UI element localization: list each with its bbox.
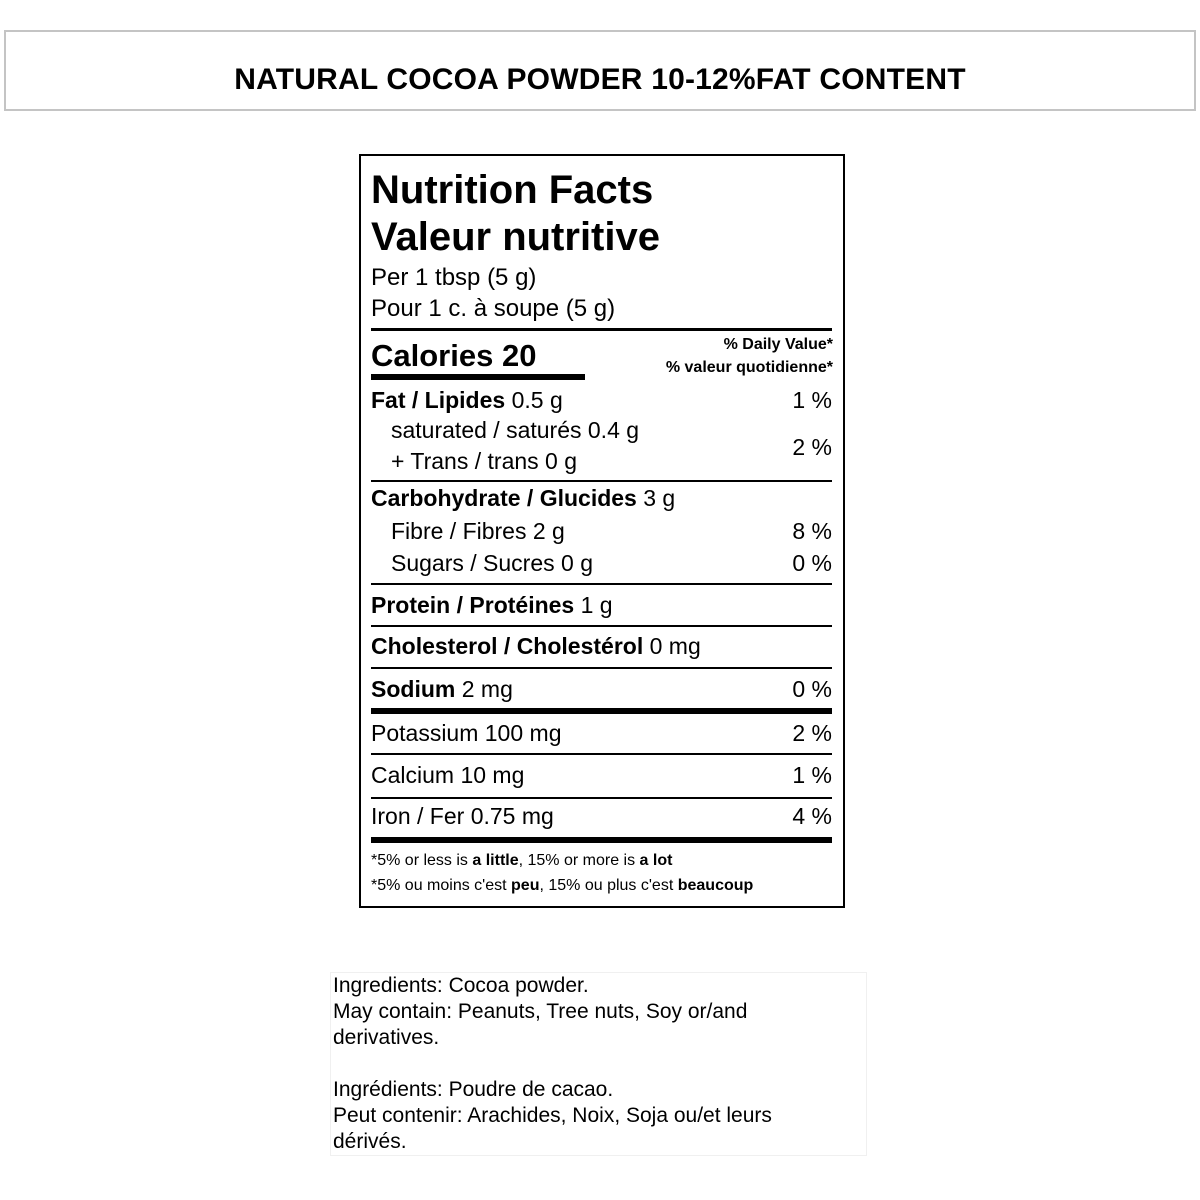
calories-value: 20 [501,338,537,373]
nutrient-row-trans: + Trans / trans 0 g [371,448,832,474]
nutrient-row-potassium: Potassium 100 mg 2 % [371,720,832,746]
sodium-label: Sodium [371,676,456,702]
calories: Calories 20 [371,340,536,371]
nutrient-row-calcium: Calcium 10 mg 1 % [371,762,832,788]
divider [371,667,832,669]
nutrition-title-fr: Valeur nutritive [371,215,660,259]
nutrient-row-cholesterol: Cholesterol / Cholestérol 0 mg [371,633,832,659]
calories-label: Calories [371,338,494,373]
nutrient-row-fat: Fat / Lipides 0.5 g 1 % [371,387,832,413]
divider [371,797,832,799]
allergens-en: May contain: Peanuts, Tree nuts, Soy or/… [333,1000,748,1023]
sugars-dv: 0 % [792,550,832,576]
serving-size-fr: Pour 1 c. à soupe (5 g) [371,295,616,322]
carbohydrate-amount: 3 g [643,485,676,511]
thick-divider [371,708,832,714]
potassium-label: Potassium 100 mg [371,720,562,746]
product-title: NATURAL COCOA POWDER 10-12%FAT CONTENT [234,62,966,96]
protein-label: Protein / Protéines [371,592,575,618]
trans-label: + Trans / trans 0 g [391,448,578,474]
saturated-trans-dv: 2 % [792,434,832,460]
protein-amount: 1 g [580,592,613,618]
allergens-en-cont: derivatives. [333,1026,440,1049]
fat-label: Fat / Lipides [371,387,506,413]
nutrition-facts-panel: Nutrition Facts Valeur nutritive Per 1 t… [359,154,845,908]
saturated-label: saturated / saturés 0.4 g [391,417,640,443]
allergens-fr: Peut contenir: Arachides, Noix, Soja ou/… [333,1104,772,1127]
fat-amount: 0.5 g [511,387,563,413]
fibre-label: Fibre / Fibres 2 g [391,518,565,544]
nutrient-row-protein: Protein / Protéines 1 g [371,592,832,618]
thick-divider [371,837,832,843]
allergens-fr-cont: dérivés. [333,1130,407,1153]
calcium-dv: 1 % [792,762,832,788]
divider [371,328,832,331]
footnote-fr: *5% ou moins c'est peu, 15% ou plus c'es… [371,877,754,894]
ingredients-fr: Ingrédients: Poudre de cacao. [333,1078,614,1101]
potassium-dv: 2 % [792,720,832,746]
footnote-en: *5% or less is a little, 15% or more is … [371,852,673,869]
divider [371,753,832,755]
sodium-amount: 2 mg [461,676,513,702]
daily-value-header-fr: % valeur quotidienne* [665,359,833,376]
iron-label: Iron / Fer 0.75 mg [371,803,554,829]
nutrition-title-en: Nutrition Facts [371,168,654,212]
cholesterol-label: Cholesterol / Cholestérol [371,633,644,659]
iron-dv: 4 % [792,803,832,829]
divider [371,583,832,585]
fibre-dv: 8 % [792,518,832,544]
ingredients-en: Ingredients: Cocoa powder. [333,974,589,997]
ingredients-box: Ingredients: Cocoa powder. May contain: … [330,972,867,1156]
nutrient-row-carbohydrate: Carbohydrate / Glucides 3 g [371,485,832,511]
nutrient-row-sodium: Sodium 2 mg 0 % [371,676,832,702]
nutrient-row-sugars: Sugars / Sucres 0 g 0 % [371,550,832,576]
saturated-trans-dv-row: 2 % [371,434,832,460]
divider [371,625,832,627]
sugars-label: Sugars / Sucres 0 g [391,550,593,576]
nutrient-row-saturated: saturated / saturés 0.4 g [371,417,832,443]
divider [371,480,832,482]
spacer [331,1051,866,1077]
calories-underline [371,374,585,380]
product-title-box: NATURAL COCOA POWDER 10-12%FAT CONTENT [4,30,1196,111]
daily-value-header-en: % Daily Value* [723,336,833,353]
calcium-label: Calcium 10 mg [371,762,525,788]
serving-size-en: Per 1 tbsp (5 g) [371,264,537,291]
cholesterol-amount: 0 mg [649,633,701,659]
fat-dv: 1 % [792,387,832,413]
carbohydrate-label: Carbohydrate / Glucides [371,485,637,511]
nutrient-row-iron: Iron / Fer 0.75 mg 4 % [371,803,832,829]
nutrient-row-fibre: Fibre / Fibres 2 g 8 % [371,518,832,544]
sodium-dv: 0 % [792,676,832,702]
